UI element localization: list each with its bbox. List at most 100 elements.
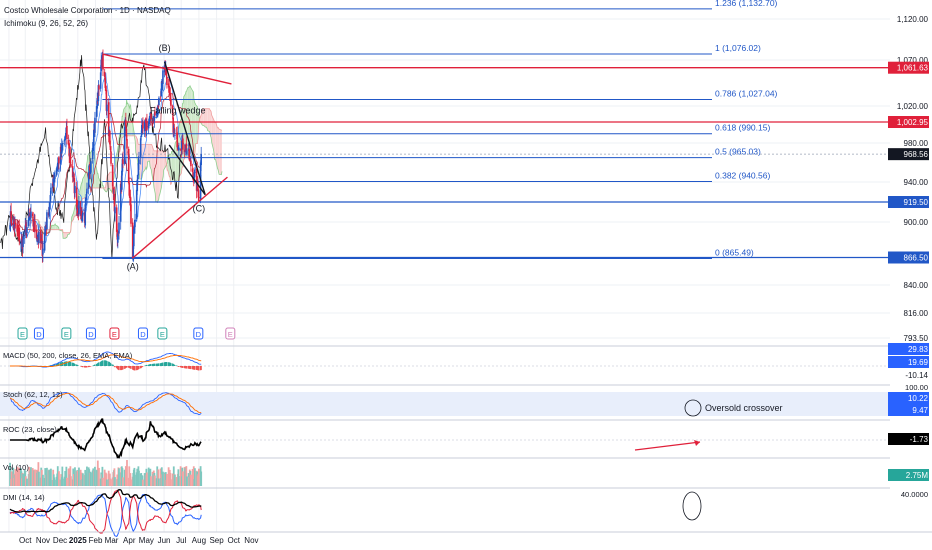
macd-tag: -10.14 [905,371,928,380]
roc-title: ROC (23, close) [3,425,57,434]
roc-line [10,418,202,459]
event-marker[interactable]: D [85,327,96,340]
candle-body [115,207,118,232]
candle-body [77,207,79,214]
cloud-segment [85,170,87,198]
candle-body [27,215,30,226]
time-tick-label: May [139,536,154,545]
event-badge [225,327,236,340]
volume-bar [10,471,13,486]
candle-body [102,54,104,70]
volume-bar [194,468,196,486]
cloud-segment [219,129,220,175]
volume-bar [124,466,127,486]
volume-bar [42,474,44,486]
trendline [163,61,206,195]
candle-body [86,188,88,194]
cloud-segment [173,150,175,182]
candle-body [98,85,100,90]
candle-body [117,234,119,243]
event-marker[interactable]: E [157,327,168,340]
candle-body [148,120,151,125]
price-tag-label: 1,002.95 [897,118,929,127]
candle-body [66,125,68,139]
volume-bar [12,467,15,486]
event-letter: E [228,330,233,339]
volume-bar [94,466,96,486]
event-marker[interactable]: E [17,327,28,340]
cloud-segment [129,104,131,136]
cloud-segment [95,162,96,188]
candle-body [121,170,123,190]
candle-body [147,121,150,129]
candle-body [130,204,132,224]
candle-body [148,116,151,122]
event-badge [17,327,28,340]
candle-body [110,151,112,164]
event-marker[interactable]: D [193,327,204,340]
stoch-band [0,392,890,416]
candle-body [89,166,91,172]
volume-bar [154,475,156,486]
cloud-segment [161,150,163,188]
volume-bar [98,467,100,486]
volume-bar [146,472,148,486]
candle-body [125,128,128,137]
candle-body [188,157,191,159]
candle-body [36,238,39,243]
cloud-segment [158,150,160,201]
cloud-segment [211,111,212,143]
candle-body [167,83,170,88]
price-tag [888,251,929,264]
candle-body [176,144,179,147]
event-marker[interactable]: E [109,327,120,340]
candle-body [197,188,200,198]
candle-body [143,122,146,132]
fib-level-label: 0.786 (1,027.04) [715,89,778,99]
cloud-segment [213,120,215,160]
price-axis[interactable]: 1,120.00 1,070.00 1,020.00 980.00 940.00 900.… [888,0,932,550]
time-tick-label: Nov [244,536,258,545]
event-marker[interactable]: D [33,327,44,340]
candle-body [75,187,78,210]
cloud-segment [209,109,211,136]
ichimoku-legend[interactable]: Ichimoku (9, 26, 52, 26) [4,19,89,28]
chikou-span [0,55,181,259]
price-tick-label: 1,070.00 [897,56,929,65]
volume-bar [70,476,72,486]
cloud-segment [163,150,166,170]
candle-body [194,171,196,174]
price-tick-label: 980.00 [904,139,929,148]
cloud-segment [205,108,207,128]
event-marker[interactable]: E [61,327,72,340]
price-tick-label: 816.00 [904,309,929,318]
candle-body [140,135,143,137]
cloud-segment [145,144,147,169]
volume-bar [38,471,40,486]
candle-body [20,242,22,245]
cloud-segment [214,122,216,160]
price-tick-label: 1,020.00 [897,102,929,111]
volume-bar [190,474,192,486]
time-tick-label: Jul [176,536,186,545]
time-tick-label: Sep [209,536,224,545]
price-tag [888,116,929,128]
volume-title: Vol (10) [3,463,29,472]
volume-bar [170,479,172,486]
candle-body [46,212,48,230]
event-badge [193,327,204,340]
fib-level-label: 1 (1,076.02) [715,43,761,53]
time-axis[interactable]: Oct Nov Dec 2025 Feb Mar Apr May Jun Jul Aug Sep Oct… [0,531,932,545]
event-marker[interactable]: D [137,327,148,340]
candle-body [54,175,56,179]
candle-body [184,151,186,153]
event-letter: D [140,330,146,339]
volume-bar [58,471,60,486]
candle-body [67,140,70,146]
event-marker[interactable]: E [225,327,236,340]
candle-body [190,160,192,167]
volume-bar [62,478,64,486]
volume-bar [82,473,84,486]
